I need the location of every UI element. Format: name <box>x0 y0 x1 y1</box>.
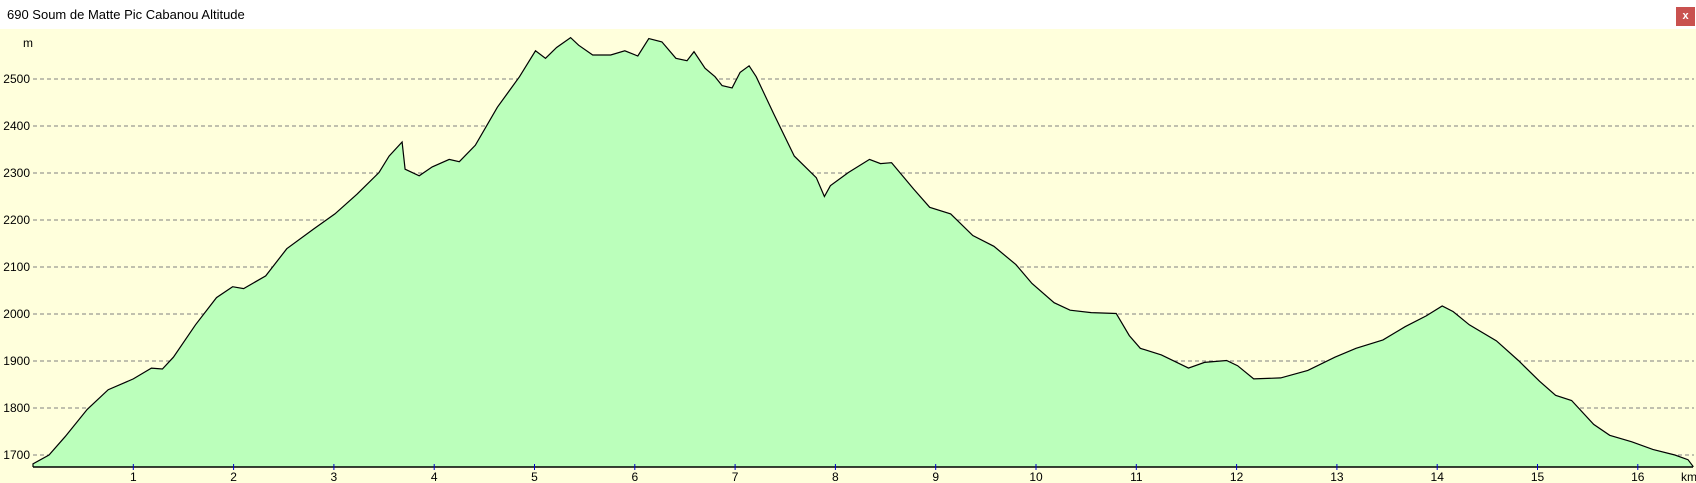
x-tick-label: 9 <box>932 470 939 483</box>
window-title: 690 Soum de Matte Pic Cabanou Altitude <box>7 7 245 22</box>
x-tick-label: 8 <box>832 470 839 483</box>
x-tick-label: 3 <box>331 470 338 483</box>
altitude-area <box>33 37 1693 467</box>
y-tick-label: 2000 <box>3 307 30 321</box>
x-tick-label: 10 <box>1029 470 1043 483</box>
y-tick-label: 1700 <box>3 448 30 462</box>
x-tick-label: 14 <box>1431 470 1445 483</box>
x-tick-label: 2 <box>230 470 237 483</box>
x-tick-label: 5 <box>531 470 538 483</box>
y-axis-unit: m <box>23 36 33 50</box>
x-tick-label: 12 <box>1230 470 1244 483</box>
x-axis-unit: km <box>1681 470 1696 483</box>
altitude-chart: 1 2 3 4 5 6 7 8 9 10 11 12 13 14 15 16 1700180019002000… <box>0 29 1696 483</box>
altitude-line <box>32 36 1694 467</box>
x-tick-label: 4 <box>431 470 438 483</box>
y-tick-label: 1900 <box>3 354 30 368</box>
y-tick-label: 2200 <box>3 213 30 227</box>
title-bar: 690 Soum de Matte Pic Cabanou Altitude x <box>0 0 1696 29</box>
x-tick-label: 7 <box>732 470 739 483</box>
x-tick-label: 11 <box>1130 470 1143 483</box>
x-tick-label: 1 <box>130 470 137 483</box>
x-tick-label: 6 <box>631 470 638 483</box>
x-tick-label: 13 <box>1330 470 1344 483</box>
y-tick-label: 2100 <box>3 260 30 274</box>
y-tick-label: 1800 <box>3 401 30 415</box>
y-tick-label: 2500 <box>3 72 30 86</box>
y-tick-label: 2400 <box>3 119 30 133</box>
x-tick-label: 15 <box>1531 470 1545 483</box>
y-tick-label: 2300 <box>3 166 30 180</box>
close-button[interactable]: x <box>1676 7 1695 26</box>
x-tick-label: 16 <box>1631 470 1645 483</box>
